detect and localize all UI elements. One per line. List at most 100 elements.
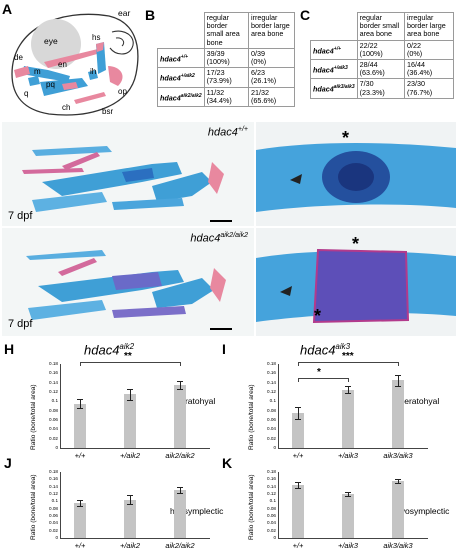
significance-bracket-tick <box>298 362 299 366</box>
stage-label: 7 dpf <box>8 210 33 222</box>
significance-bracket-tick <box>398 362 399 366</box>
star-marker: * <box>342 128 350 148</box>
y-axis-label: Ratio (bone/total area) <box>248 474 255 540</box>
bar <box>292 413 304 448</box>
genotype-cell: hdac4+/+ <box>310 39 358 61</box>
error-cap <box>395 479 401 481</box>
y-tick-label: 0.04 <box>49 520 58 526</box>
y-tick-label: 0.16 <box>267 476 276 482</box>
error-cap <box>177 487 183 489</box>
panel-label-k: K <box>222 455 233 471</box>
error-cap <box>77 399 83 400</box>
ear-inner <box>115 37 125 47</box>
count-cell: 17/23 (73.9%) <box>203 67 250 88</box>
bar <box>392 481 404 538</box>
y-tick-label: 0.08 <box>49 505 58 511</box>
significance-bracket-tick <box>80 362 81 366</box>
error-bar <box>348 385 349 394</box>
y-tick-label: 0.08 <box>49 407 58 413</box>
y-tick-label: 0.02 <box>49 435 58 441</box>
y-tick-label: 0.1 <box>269 498 276 504</box>
star-marker-top: * <box>352 234 360 254</box>
bar <box>174 385 186 448</box>
y-tick-label: 0.1 <box>51 498 58 504</box>
x-axis <box>60 538 210 539</box>
error-cap <box>295 487 301 489</box>
bar <box>342 494 354 538</box>
x-axis <box>60 448 210 449</box>
error-bar <box>180 381 181 389</box>
y-tick-label: 0.1 <box>269 398 276 404</box>
table-header-irregular: irregular border large area bone <box>403 12 455 41</box>
ear-outline <box>109 30 134 55</box>
count-cell: 11/32 (34.4%) <box>203 86 250 108</box>
label-hs: hs <box>92 33 100 42</box>
error-cap <box>345 393 351 395</box>
significance-bracket <box>298 378 348 379</box>
error-cap <box>127 495 133 497</box>
x-tick-label: aik2/aik2 <box>165 541 195 550</box>
y-tick-label: 0.06 <box>49 417 58 422</box>
x-tick-label: +/aik2 <box>120 541 140 550</box>
palatoquadrate-cartilage <box>22 66 70 82</box>
genotype-cell: hdac4+/aik2 <box>157 67 205 88</box>
bar <box>124 499 136 538</box>
y-tick-label: 0.18 <box>49 469 58 474</box>
table-aik2-counts: regular border small area bone irregular… <box>157 12 295 108</box>
genotype-cell: hdac4aik3/aik3 <box>310 78 358 99</box>
structure-label-hyosymplectic-aik3: hyosymplectic <box>396 506 450 516</box>
count-cell: 21/32 (65.6%) <box>248 86 295 108</box>
y-tick-label: 0 <box>273 535 276 540</box>
label-op: op <box>118 87 127 96</box>
y-tick-label: 0.14 <box>49 483 58 489</box>
error-cap <box>127 399 133 401</box>
count-cell: 0/22 (0%) <box>403 39 455 61</box>
label-m: m <box>34 67 41 76</box>
bar <box>74 403 86 448</box>
panel-label-i: I <box>222 341 226 357</box>
bar <box>124 394 136 448</box>
label-bsr: bsr <box>102 107 113 116</box>
y-tick-label: 0.02 <box>267 435 276 441</box>
x-tick-label: +/+ <box>292 451 304 460</box>
significance-bracket-tick <box>348 378 349 382</box>
error-bar <box>130 495 131 504</box>
count-cell: 23/30 (76.7%) <box>403 78 455 99</box>
significance-bracket <box>298 362 398 363</box>
structure-label-hyosymplectic-aik2: hyosymplectic <box>170 506 224 516</box>
count-cell: 28/44 (63.6%) <box>356 59 405 80</box>
error-bar <box>298 407 299 419</box>
panel-label-h: H <box>4 341 15 357</box>
genotype-cell: hdac4+/aik3 <box>310 59 358 80</box>
y-axis <box>60 472 61 538</box>
genotype-cell: hdac4+/+ <box>157 47 205 69</box>
panel-label-a: A <box>2 1 13 17</box>
table-row: hdac4+/aik3 28/44 (63.6%) 16/44 (36.4%) <box>310 59 455 80</box>
error-cap <box>177 388 183 390</box>
error-cap <box>295 407 301 409</box>
table-row: hdac4aik2/aik2 11/32 (34.4%) 21/32 (65.6%) <box>157 86 295 108</box>
table-header-regular: regular border small area bone <box>203 12 250 49</box>
y-tick-label: 0.04 <box>267 520 276 526</box>
structure-label-ceratohyal-aik3: ceratohyal <box>400 396 440 406</box>
bar <box>292 484 304 538</box>
panel-label-b: B <box>145 7 156 23</box>
y-axis-label: Ratio (bone/total area) <box>30 474 37 540</box>
y-tick-label: 0.04 <box>49 426 58 432</box>
error-bar <box>398 479 399 483</box>
count-cell: 0/39 (0%) <box>248 47 295 69</box>
error-cap <box>77 500 83 502</box>
table-header-row: regular border small area bone irregular… <box>157 12 295 49</box>
y-tick-label: 0.1 <box>51 398 58 404</box>
y-tick-label: 0 <box>55 535 58 540</box>
x-axis <box>278 538 428 539</box>
y-tick-label: 0.18 <box>267 361 276 366</box>
chart-title-aik2: hdac4aik2 <box>84 342 135 358</box>
significance-marker: * <box>317 367 321 378</box>
x-tick-label: +/aik3 <box>338 541 358 550</box>
stage-label: 7 dpf <box>8 318 33 330</box>
y-axis <box>278 364 279 448</box>
x-tick-label: aik3/aik3 <box>383 451 413 460</box>
y-tick-label: 0.16 <box>49 476 58 482</box>
error-cap <box>295 481 301 483</box>
